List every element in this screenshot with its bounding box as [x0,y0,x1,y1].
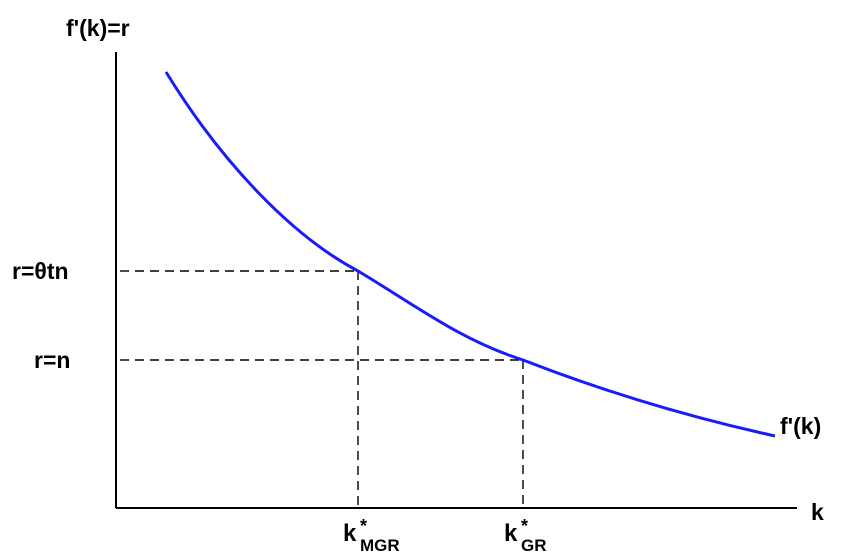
y-axis-label: f'(k)=r [66,15,130,41]
axes [115,52,797,509]
x-axis-label: k [811,499,824,525]
r-theta-tn-label: r=θtn [12,258,69,284]
r-n-label: r=n [34,347,70,373]
k-mgr-superscript: * [360,516,367,536]
k-gr-superscript: * [521,516,528,536]
f-prime-k-curve [164,71,776,438]
k-mgr-star-label: k * MGR [343,516,400,555]
k-mgr-base: k [343,520,357,547]
k-gr-subscript: GR [521,536,547,555]
k-mgr-subscript: MGR [360,536,400,555]
k-gr-base: k [504,520,518,547]
curve-label: f'(k) [780,413,821,439]
k-gr-star-label: k * GR [504,516,547,555]
guide-lines [120,270,524,508]
